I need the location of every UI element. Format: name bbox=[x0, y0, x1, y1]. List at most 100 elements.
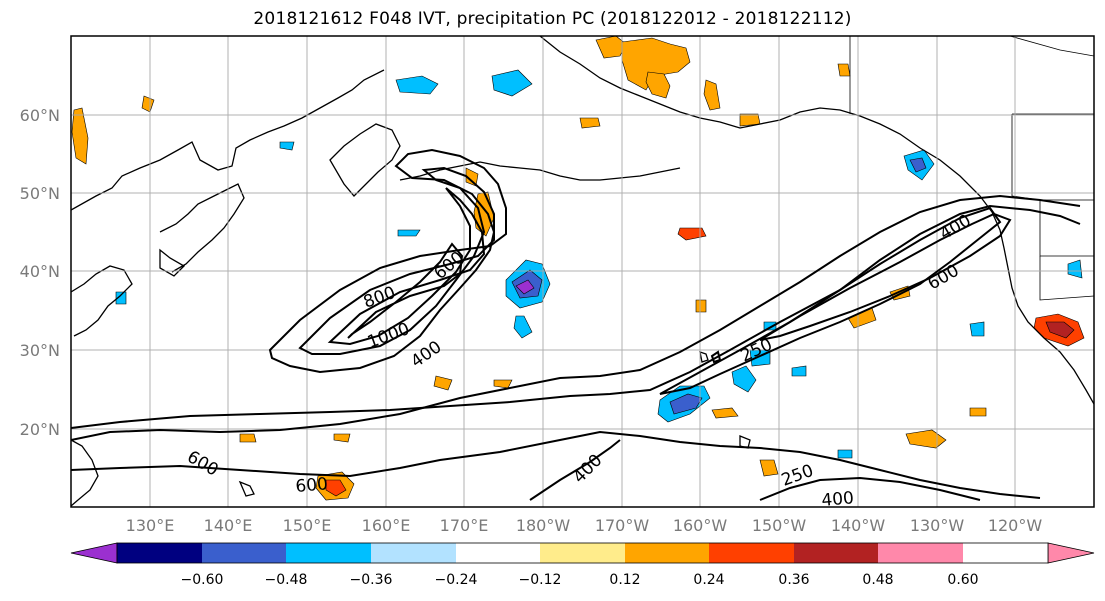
ivt-contour-outer-west bbox=[71, 194, 1081, 441]
colorbar-segment bbox=[878, 543, 963, 563]
precip-negative-area bbox=[395, 75, 439, 95]
precip-positive-area bbox=[1045, 321, 1075, 339]
map-title: 2018121612 F048 IVT, precipitation PC (2… bbox=[253, 9, 852, 29]
precip-positive-area bbox=[239, 433, 257, 443]
precip-positive-area bbox=[433, 375, 453, 391]
contour-label: 400 bbox=[821, 488, 855, 511]
ivt-contour-250 bbox=[71, 204, 1081, 429]
coastline-hawaii bbox=[699, 351, 709, 363]
contour-label: 600 bbox=[295, 474, 329, 497]
precip-positive-area bbox=[325, 479, 347, 497]
colorbar-segment bbox=[286, 543, 371, 563]
coastlines bbox=[71, 36, 1094, 507]
precip-negative-area bbox=[279, 141, 295, 151]
ivt-contour-small-hawaii bbox=[710, 350, 722, 364]
colorbar-tick-label: −0.48 bbox=[265, 572, 308, 588]
coastline-asia bbox=[71, 265, 133, 337]
colorbar-segment bbox=[625, 543, 709, 563]
colorbar-tick-label: −0.36 bbox=[350, 572, 393, 588]
colorbar-tick-label: −0.24 bbox=[435, 572, 478, 588]
precip-positive-area bbox=[579, 117, 601, 129]
precip-positive-area bbox=[677, 227, 707, 241]
ivt-contour-600-west bbox=[298, 166, 495, 355]
colorbar-segment bbox=[794, 543, 878, 563]
precip-positive-area bbox=[711, 407, 739, 419]
precip-negative-area bbox=[909, 157, 927, 173]
ivt-contour-1000-west bbox=[347, 242, 464, 339]
coastline-asia bbox=[71, 69, 385, 211]
precip-positive-area bbox=[837, 63, 851, 77]
ivt-contour-400-west bbox=[268, 148, 507, 374]
colorbar-tick-label: 0.60 bbox=[947, 572, 978, 588]
precip-negative-area bbox=[513, 315, 533, 339]
ivt-contour-south bbox=[71, 430, 1041, 499]
colorbar-segment bbox=[709, 543, 794, 563]
lon-label: 170°E bbox=[440, 516, 489, 535]
latitude-labels: 60°N 50°N 40°N 30°N 20°N bbox=[20, 106, 60, 439]
coastline-alaska bbox=[539, 36, 993, 213]
colorbar-segment bbox=[202, 543, 286, 563]
colorbar-tick-label: −0.12 bbox=[519, 572, 562, 588]
colorbar-segment bbox=[963, 543, 1048, 563]
lon-label: 140°W bbox=[831, 516, 886, 535]
precip-positive-area bbox=[905, 429, 947, 449]
colorbar-tick-label: −0.60 bbox=[181, 572, 224, 588]
colorbar-extend-left bbox=[70, 542, 118, 564]
lon-label: 150°W bbox=[752, 516, 807, 535]
coastline-philippines bbox=[71, 439, 99, 507]
ivt-contour-south-inner bbox=[529, 439, 621, 501]
lat-label: 30°N bbox=[20, 341, 60, 360]
precip-negative-area bbox=[791, 365, 807, 377]
precip-positive-area bbox=[969, 407, 987, 417]
precip-negative-area bbox=[731, 365, 757, 393]
ivt-contour-south-inner bbox=[759, 476, 981, 501]
lat-label: 40°N bbox=[20, 262, 60, 281]
lon-label: 130°W bbox=[910, 516, 965, 535]
longitude-labels: 130°E 140°E 150°E 160°E 170°E 180°W 170°… bbox=[126, 516, 1043, 535]
lat-label: 20°N bbox=[20, 420, 60, 439]
precip-positive-area bbox=[695, 299, 707, 313]
coastline-kamchatka bbox=[329, 123, 401, 197]
gridlines bbox=[71, 36, 1094, 507]
precip-positive-area bbox=[621, 37, 691, 91]
coastline-north-america bbox=[991, 211, 1094, 405]
precip-negative-area bbox=[837, 449, 853, 459]
lon-label: 130°E bbox=[126, 516, 175, 535]
precip-positive-area bbox=[71, 107, 89, 165]
precip-negative-area bbox=[397, 229, 421, 237]
lon-label: 160°E bbox=[362, 516, 411, 535]
colorbar bbox=[70, 542, 1095, 564]
lon-label: 150°E bbox=[283, 516, 332, 535]
colorbar-segment bbox=[371, 543, 456, 563]
colorbar-segment bbox=[456, 543, 540, 563]
lat-label: 60°N bbox=[20, 106, 60, 125]
precip-positive-area bbox=[645, 71, 671, 99]
colorbar-extend-right bbox=[1047, 542, 1095, 564]
precip-positive-area bbox=[759, 459, 779, 477]
lon-label: 120°W bbox=[988, 516, 1043, 535]
ivt-contour-800-west bbox=[327, 187, 486, 346]
coastline-pacific-islands bbox=[238, 480, 255, 497]
lat-label: 50°N bbox=[20, 184, 60, 203]
colorbar-tick-label: 0.36 bbox=[778, 572, 809, 588]
ivt-contours bbox=[71, 148, 1081, 501]
lon-label: 180°W bbox=[516, 516, 571, 535]
precip-negative-area bbox=[515, 279, 535, 295]
ivt-contour-600-east bbox=[759, 212, 1012, 341]
map-frame bbox=[70, 35, 1095, 508]
lon-label: 140°E bbox=[204, 516, 253, 535]
lon-label: 170°W bbox=[595, 516, 650, 535]
lon-label: 160°W bbox=[673, 516, 728, 535]
precip-positive-area bbox=[333, 433, 351, 443]
colorbar-segment bbox=[540, 543, 625, 563]
colorbar-tick-labels: −0.60 −0.48 −0.36 −0.24 −0.12 0.12 0.24 … bbox=[181, 572, 979, 588]
precip-negative-area bbox=[969, 321, 985, 337]
precip-negative-shading bbox=[115, 69, 1083, 459]
colorbar-tick-label: 0.12 bbox=[609, 572, 640, 588]
coastline-asia bbox=[159, 183, 245, 273]
precip-positive-shading bbox=[71, 36, 1085, 501]
precip-negative-area bbox=[491, 69, 533, 97]
colorbar-frame bbox=[116, 542, 1049, 564]
precip-negative-area bbox=[669, 393, 703, 415]
precip-positive-area bbox=[703, 79, 721, 111]
